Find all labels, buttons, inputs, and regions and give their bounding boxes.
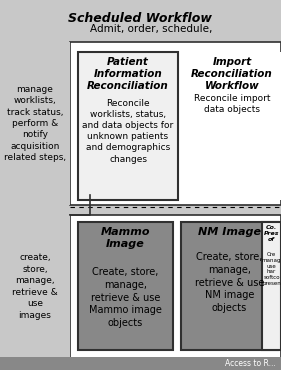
Bar bbox=[78, 52, 178, 200]
Text: Mammo
Image: Mammo Image bbox=[101, 227, 150, 249]
Text: Create, store,
manage,
retrieve & use
NM image
objects: Create, store, manage, retrieve & use NM… bbox=[195, 252, 264, 313]
Bar bbox=[0, 42, 70, 205]
Text: Import
Reconciliation
Workflow: Import Reconciliation Workflow bbox=[191, 57, 273, 91]
Text: Reconcile
worklists, status,
and data objects for
unknown patients
and demograph: Reconcile worklists, status, and data ob… bbox=[82, 99, 174, 164]
Text: Scheduled Workflow: Scheduled Workflow bbox=[68, 12, 212, 25]
Text: Cre
manag
use
har
softco
presen: Cre manag use har softco presen bbox=[262, 252, 281, 286]
Text: Access to R...: Access to R... bbox=[225, 359, 276, 368]
Text: NM Image: NM Image bbox=[198, 227, 261, 237]
Bar bbox=[70, 42, 281, 205]
Bar bbox=[78, 222, 173, 350]
Text: create,
store,
manage,
retrieve &
use
images: create, store, manage, retrieve & use im… bbox=[12, 253, 58, 320]
Bar bbox=[0, 215, 70, 358]
Text: Co.
Pres
of: Co. Pres of bbox=[264, 225, 279, 242]
Text: Create, store,
manage,
retrieve & use
Mammo image
objects: Create, store, manage, retrieve & use Ma… bbox=[89, 267, 162, 328]
Bar bbox=[70, 215, 281, 358]
Bar bbox=[181, 222, 278, 350]
Text: Admit, order, schedule,: Admit, order, schedule, bbox=[90, 24, 212, 34]
Text: Reconcile import
data objects: Reconcile import data objects bbox=[194, 94, 270, 114]
Text: Patient
Information
Reconciliation: Patient Information Reconciliation bbox=[87, 57, 169, 91]
Bar bbox=[262, 222, 281, 350]
Text: manage
worklists,
track status,
perform &
notify
acquisition
related steps,: manage worklists, track status, perform … bbox=[4, 85, 66, 162]
Bar bbox=[183, 52, 281, 200]
Bar bbox=[0, 357, 281, 370]
